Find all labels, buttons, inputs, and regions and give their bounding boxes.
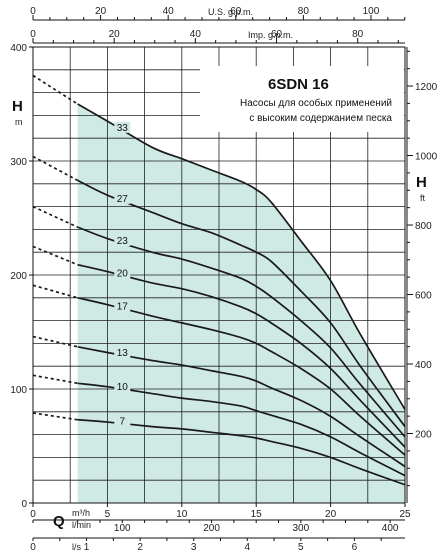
- operating-range-fill: [77, 104, 405, 503]
- x-unit-lmin: l/min: [72, 520, 91, 530]
- y-right-unit: ft: [420, 193, 426, 203]
- x-lmin-tick-label: 200: [203, 523, 220, 534]
- operating-range-area: [77, 104, 405, 503]
- x-lmin-tick-label: 300: [292, 523, 309, 534]
- x-m3h-tick-label: 25: [399, 509, 411, 520]
- top-impgpm-tick-label: 0: [30, 29, 36, 40]
- stage-label-bg: [114, 415, 131, 427]
- y-left-unit: m: [15, 117, 23, 127]
- top-usgpm-tick-label: 80: [298, 6, 310, 17]
- curve-stages-13: [77, 345, 406, 468]
- x-lmin-tick-label: 100: [114, 523, 131, 534]
- x-m3h-tick-label: 0: [30, 509, 36, 520]
- stage-label-13: 13: [117, 348, 129, 359]
- x-ls-tick-label: 0: [30, 542, 36, 553]
- y-right-tick-label: 800: [415, 221, 432, 232]
- x-unit-ls: l/s: [72, 542, 82, 552]
- top-impgpm-tick-label: 60: [271, 29, 283, 40]
- stage-label-bg: [114, 121, 131, 133]
- y-left-tick-label: 200: [10, 271, 27, 282]
- y-right-tick-label: 1000: [415, 152, 438, 163]
- curve-stages-7: [77, 418, 406, 486]
- top-usgpm-tick-label: 100: [363, 6, 380, 17]
- x-m3h-tick-label: 20: [325, 509, 337, 520]
- x-ls-tick-label: 4: [244, 542, 250, 553]
- y-left-tick-label: 100: [10, 385, 27, 396]
- y-left-tick-label: 0: [21, 499, 27, 510]
- y-left-label: H: [12, 98, 23, 115]
- curve-stages-10: [77, 382, 406, 477]
- stage-label-bg: [114, 381, 131, 392]
- x-lmin-tick-label: 400: [382, 523, 399, 534]
- chart-subtitle-line-1: Насосы для особых применений: [240, 97, 392, 109]
- chart-labels: 33 27 23 20 17 13 10 7: [114, 121, 131, 428]
- stage-label-bg: [114, 300, 131, 312]
- stage-label-bg: [114, 235, 131, 247]
- curve-extension-17: [32, 284, 78, 299]
- curve-extension-23: [32, 205, 78, 228]
- stage-label-bg: [114, 347, 131, 359]
- top-unit-impgpm: Imp. g.p.m.: [248, 30, 293, 40]
- y-right-tick-label: 600: [415, 291, 432, 302]
- y-left-tick-label: 400: [10, 43, 27, 54]
- y-right-tick-label: 200: [415, 430, 432, 441]
- performance-curves: [32, 74, 406, 486]
- stage-label-bg: [114, 192, 131, 204]
- x-ls-tick-label: 6: [352, 542, 358, 553]
- curve-extension-33: [32, 74, 79, 105]
- chart-subtitle-line-2: с высоким содержанием песка: [249, 113, 392, 124]
- stage-label-23: 23: [117, 236, 129, 247]
- curve-extension-7: [32, 412, 78, 421]
- top-usgpm-tick-label: 40: [163, 6, 175, 17]
- stage-label-bg: [114, 267, 131, 279]
- y-right-tick-label: 1200: [415, 82, 438, 93]
- x-m3h-tick-label: 5: [105, 509, 111, 520]
- curve-stages-27: [77, 179, 406, 428]
- top-impgpm-tick-label: 80: [352, 29, 364, 40]
- x-ls-tick-label: 5: [298, 542, 304, 553]
- top-usgpm-tick-label: 20: [95, 6, 107, 17]
- x-ls-tick-label: 1: [84, 542, 90, 553]
- curve-extension-20: [32, 245, 78, 266]
- y-left-tick-label: 300: [10, 157, 27, 168]
- curve-stages-17: [77, 296, 406, 456]
- top-unit-usgpm: U.S. g.p.m.: [208, 7, 253, 17]
- x-m3h-tick-label: 15: [251, 509, 263, 520]
- top-usgpm-tick-label: 0: [30, 6, 36, 17]
- stage-label-17: 17: [117, 301, 129, 312]
- x-ls-tick-label: 3: [191, 542, 197, 553]
- y-right-tick-label: 400: [415, 360, 432, 371]
- y-right-label: H: [416, 174, 427, 191]
- stage-label-10: 10: [117, 382, 129, 393]
- curve-extension-10: [32, 374, 78, 385]
- curve-extension-27: [32, 155, 79, 182]
- x-unit-m3h: m³/h: [72, 508, 90, 518]
- title-box: [200, 66, 404, 132]
- curve-stages-23: [77, 226, 406, 438]
- top-impgpm-tick-label: 40: [190, 29, 202, 40]
- top-usgpm-tick-label: 60: [230, 6, 242, 17]
- stage-label-33: 33: [117, 123, 129, 134]
- stage-label-27: 27: [117, 194, 129, 205]
- top-impgpm-tick-label: 20: [109, 29, 121, 40]
- x-label: Q: [53, 513, 65, 530]
- curve-extension-13: [32, 335, 78, 348]
- curve-stages-20: [77, 263, 406, 448]
- chart-title: 6SDN 16: [268, 76, 329, 93]
- curve-stages-33: [77, 103, 406, 410]
- stage-label-20: 20: [117, 268, 129, 279]
- x-m3h-tick-label: 10: [176, 509, 188, 520]
- x-ls-tick-label: 2: [137, 542, 143, 553]
- stage-label-7: 7: [119, 417, 125, 428]
